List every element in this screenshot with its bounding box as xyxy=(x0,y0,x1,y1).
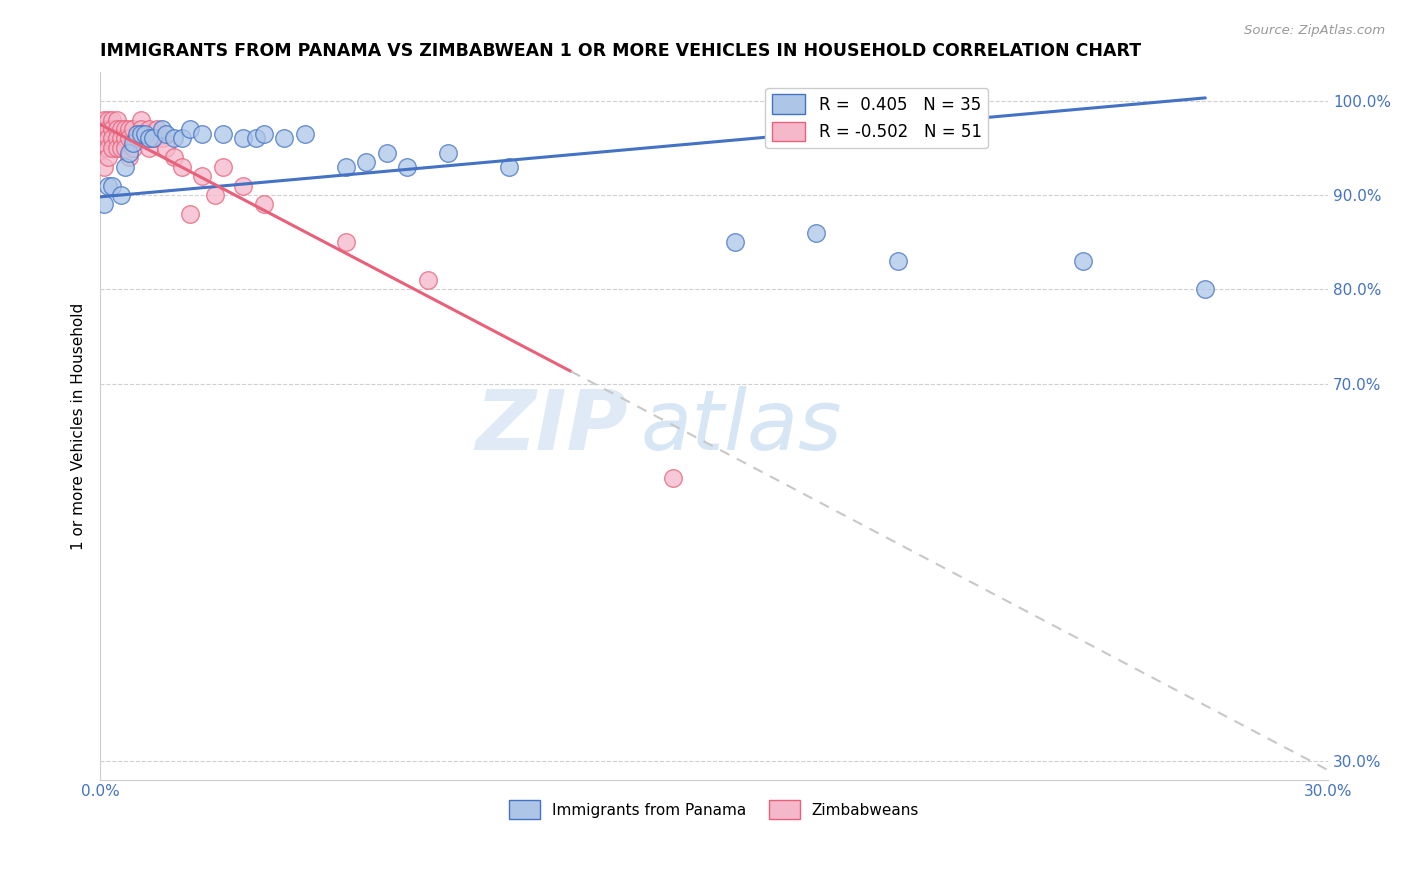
Point xyxy=(122,136,145,150)
Point xyxy=(93,197,115,211)
Point xyxy=(122,122,145,136)
Point xyxy=(335,160,357,174)
Point xyxy=(105,141,128,155)
Legend: Immigrants from Panama, Zimbabweans: Immigrants from Panama, Zimbabweans xyxy=(503,794,925,825)
Point xyxy=(101,112,124,127)
Point xyxy=(134,131,156,145)
Point xyxy=(118,122,141,136)
Point xyxy=(93,112,115,127)
Point xyxy=(101,122,124,136)
Point xyxy=(212,160,235,174)
Point xyxy=(723,235,745,249)
Point xyxy=(129,127,152,141)
Point xyxy=(212,127,235,141)
Point xyxy=(887,254,910,268)
Point xyxy=(179,207,201,221)
Point xyxy=(245,131,267,145)
Point xyxy=(232,178,254,193)
Point xyxy=(110,122,132,136)
Point xyxy=(101,178,124,193)
Point xyxy=(114,141,136,155)
Point xyxy=(97,131,120,145)
Text: atlas: atlas xyxy=(641,385,842,467)
Point xyxy=(138,122,160,136)
Point xyxy=(335,235,357,249)
Point xyxy=(232,131,254,145)
Point xyxy=(97,141,120,155)
Point xyxy=(97,178,120,193)
Point xyxy=(191,169,214,183)
Point xyxy=(396,160,419,174)
Point xyxy=(138,131,160,145)
Point xyxy=(498,160,520,174)
Point xyxy=(253,197,276,211)
Text: ZIP: ZIP xyxy=(475,385,628,467)
Point xyxy=(1071,254,1094,268)
Point xyxy=(125,131,148,145)
Point xyxy=(105,112,128,127)
Y-axis label: 1 or more Vehicles in Household: 1 or more Vehicles in Household xyxy=(72,302,86,549)
Point xyxy=(97,112,120,127)
Point xyxy=(129,122,152,136)
Point xyxy=(138,141,160,155)
Point xyxy=(1194,282,1216,296)
Point xyxy=(150,122,173,136)
Point xyxy=(101,131,124,145)
Point xyxy=(134,127,156,141)
Point xyxy=(163,150,186,164)
Point xyxy=(129,112,152,127)
Point xyxy=(142,131,165,145)
Point xyxy=(142,131,165,145)
Point xyxy=(125,127,148,141)
Point xyxy=(93,141,115,155)
Point xyxy=(155,127,177,141)
Point xyxy=(146,122,169,136)
Point xyxy=(105,131,128,145)
Point xyxy=(97,150,120,164)
Point xyxy=(416,273,439,287)
Point xyxy=(122,141,145,155)
Point xyxy=(110,188,132,202)
Point xyxy=(105,122,128,136)
Point xyxy=(93,160,115,174)
Point xyxy=(273,131,295,145)
Point xyxy=(170,160,193,174)
Text: IMMIGRANTS FROM PANAMA VS ZIMBABWEAN 1 OR MORE VEHICLES IN HOUSEHOLD CORRELATION: IMMIGRANTS FROM PANAMA VS ZIMBABWEAN 1 O… xyxy=(100,42,1142,60)
Point xyxy=(437,145,460,160)
Point xyxy=(170,131,193,145)
Point xyxy=(294,127,316,141)
Point xyxy=(110,141,132,155)
Point xyxy=(375,145,398,160)
Point xyxy=(118,131,141,145)
Point xyxy=(114,122,136,136)
Point xyxy=(354,155,377,169)
Point xyxy=(179,122,201,136)
Point xyxy=(114,160,136,174)
Point xyxy=(662,471,685,485)
Point xyxy=(114,131,136,145)
Point xyxy=(93,122,115,136)
Text: Source: ZipAtlas.com: Source: ZipAtlas.com xyxy=(1244,24,1385,37)
Point xyxy=(253,127,276,141)
Point xyxy=(806,226,828,240)
Point xyxy=(129,131,152,145)
Point xyxy=(101,141,124,155)
Point xyxy=(110,131,132,145)
Point xyxy=(97,122,120,136)
Point xyxy=(118,145,141,160)
Point xyxy=(93,131,115,145)
Point xyxy=(204,188,226,202)
Point xyxy=(155,141,177,155)
Point xyxy=(163,131,186,145)
Point xyxy=(150,131,173,145)
Point xyxy=(191,127,214,141)
Point xyxy=(118,150,141,164)
